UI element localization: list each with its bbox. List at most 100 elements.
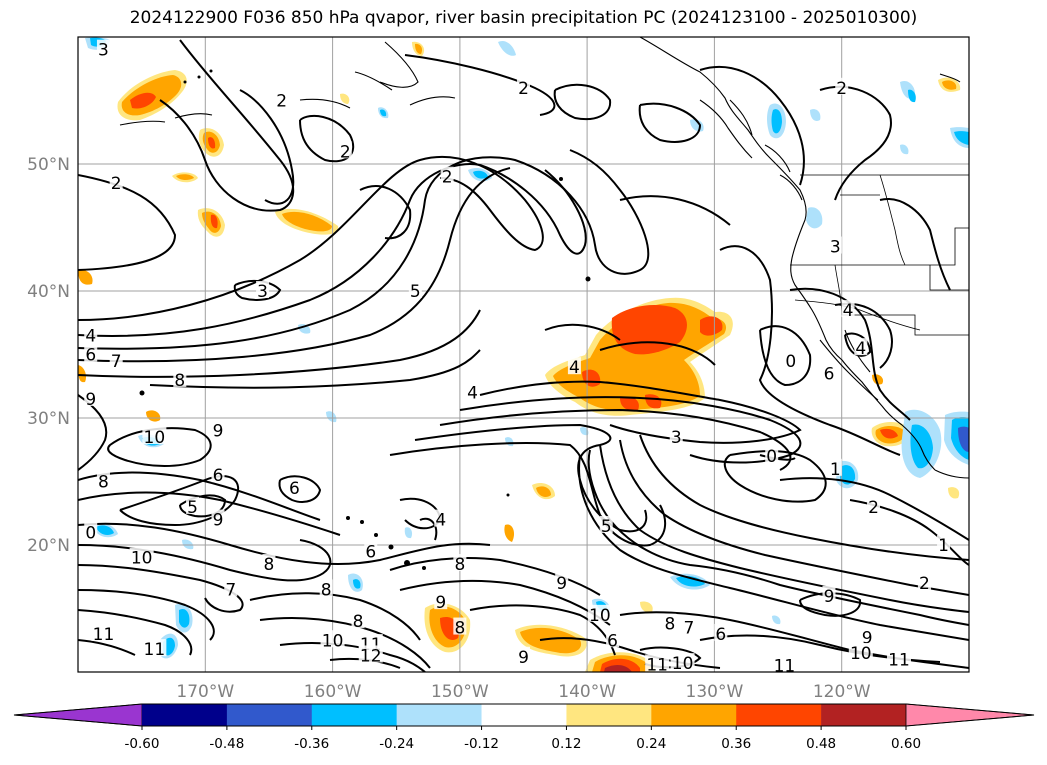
contour-label: 4 <box>843 301 854 321</box>
contour-label: 8 <box>321 580 332 600</box>
contour-label-bg <box>434 592 448 610</box>
contour-label: 3 <box>98 41 109 61</box>
contour-label-bg <box>440 166 454 184</box>
contour-label: 5 <box>601 517 612 537</box>
contour-label: 10 <box>850 644 872 664</box>
contour-label-bg <box>828 236 842 254</box>
colorbar-segment <box>226 704 313 726</box>
colorbar-tick-label: 0.60 <box>891 736 921 752</box>
contour-label-bg <box>587 604 612 622</box>
colorbar-tick-label: 0.12 <box>551 736 581 752</box>
contour-label: 8 <box>264 555 275 575</box>
contour-label-bg <box>854 338 868 356</box>
contour-label-bg <box>860 627 874 645</box>
contour-label: 2 <box>868 498 879 518</box>
contour-label-bg <box>663 613 677 631</box>
lat-tick-label: 20°N <box>27 536 70 556</box>
pacific-islands <box>139 69 591 570</box>
colorbar-extend-max <box>905 703 1035 727</box>
colorbar-segment <box>566 704 652 726</box>
contour-label-bg <box>835 77 849 95</box>
contour-label: 3 <box>671 428 682 448</box>
colorbar-extend-min <box>13 703 143 727</box>
colorbar-segment <box>481 704 567 726</box>
colorbar-tick-label: -0.12 <box>464 736 499 752</box>
contour-label: 9 <box>862 629 873 649</box>
map-frame <box>77 36 970 673</box>
contour-label-bg <box>84 344 98 362</box>
contour-label-bg <box>351 611 365 629</box>
contour-label-bg <box>364 541 378 559</box>
contour-label-bg <box>186 496 200 514</box>
contour-label-bg <box>886 649 911 667</box>
contour-label: 2 <box>836 79 847 99</box>
contour-label: 9 <box>213 511 224 531</box>
contour-label: 6 <box>715 625 726 645</box>
contour-label: 4 <box>85 326 96 346</box>
contour-label: 4 <box>435 511 446 531</box>
latitude-labels: 50°N 40°N 30°N 20°N <box>27 155 70 556</box>
contour-label-bg <box>224 579 238 597</box>
contour-label: 11 <box>646 655 668 675</box>
contour-label-bg <box>211 465 225 483</box>
contour-label: 11 <box>774 657 796 677</box>
lon-tick-label: 130°W <box>686 682 744 702</box>
contour-label-bg <box>714 623 728 641</box>
contour-label: 1 <box>830 460 841 480</box>
contour-label: 10 <box>322 631 344 651</box>
colorbar-tick-label: 0.24 <box>636 736 666 752</box>
contour-label-bg <box>682 617 696 635</box>
contour-label-bg <box>670 653 695 671</box>
contour-label: 3 <box>830 238 841 258</box>
contour-label: 9 <box>556 574 567 594</box>
colorbar-tick-label: -0.60 <box>125 736 160 752</box>
contour-label: 5 <box>410 282 421 302</box>
contour-label: 6 <box>85 346 96 366</box>
contour-label-bg <box>358 645 383 663</box>
contour-label: 8 <box>98 473 109 493</box>
contour-label: 0 <box>85 523 96 543</box>
contour-label-bg <box>917 573 931 591</box>
contour-label-bg <box>848 642 873 660</box>
contour-label: 6 <box>289 479 300 499</box>
contour-label-bg <box>287 477 301 495</box>
contour-label-bg <box>645 654 670 672</box>
contour-label: 9 <box>518 648 529 668</box>
colorbar-segment <box>396 704 482 726</box>
contour-label: 10 <box>589 606 611 626</box>
colorbar: -0.60 -0.48 -0.36 -0.24 -0.12 0.12 0.24 0.36 0.4… <box>13 703 1035 752</box>
contour-label: 7 <box>111 352 122 372</box>
contour-label: 8 <box>454 555 465 575</box>
contour-label: 8 <box>174 371 185 391</box>
contour-label-bg <box>822 363 836 381</box>
contour-label-bg <box>142 639 167 657</box>
political-borders <box>790 174 969 336</box>
contour-label: 9 <box>435 593 446 613</box>
lat-tick-label: 30°N <box>27 409 70 429</box>
contour-label-bg <box>765 446 779 464</box>
contour-label-bg <box>256 281 270 298</box>
contour-label: 4 <box>569 358 580 378</box>
contour-label-bg <box>867 496 881 514</box>
contour-label: 5 <box>187 498 198 518</box>
contour-label: 11 <box>888 650 910 670</box>
contour-label-bg <box>211 420 225 438</box>
contour-label-bg <box>599 515 613 533</box>
contour-label-bg <box>453 554 467 572</box>
contour-label-bg <box>408 281 422 298</box>
contour-label: 9 <box>213 422 224 442</box>
lon-tick-label: 120°W <box>813 682 871 702</box>
colorbar-tick-label: -0.24 <box>379 736 414 752</box>
contour-label-bg <box>555 573 569 591</box>
contour-label-bg <box>109 350 123 368</box>
contour-label: 6 <box>607 631 618 651</box>
contour-label: 8 <box>353 612 364 632</box>
colorbar-tick-label: -0.48 <box>209 736 244 752</box>
contour-label: 0 <box>785 352 796 372</box>
contour-label-bg <box>91 623 116 641</box>
contour-label-bg <box>129 547 154 565</box>
contour-label-bg <box>841 300 855 318</box>
contour-label-bg <box>567 357 581 375</box>
lon-tick-label: 160°W <box>304 682 362 702</box>
